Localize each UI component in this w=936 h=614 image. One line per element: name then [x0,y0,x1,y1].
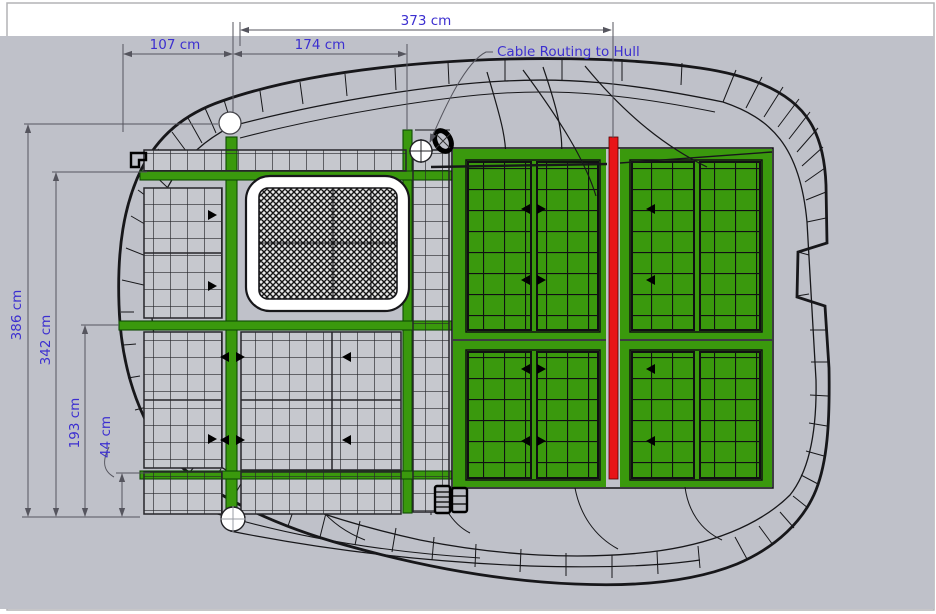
winch-fitting [433,484,469,515]
dim-label-386: 386 cm [9,290,25,341]
extension-lines-vertical-dims [22,123,218,518]
hull-outer-outline [117,57,831,587]
dim-label-44: 44 cm [98,416,114,458]
deck-marker-circle-top [218,111,242,135]
deck-gratings-grid [143,149,450,515]
dimensions: 373 cm 107 cm 174 cm 386 cm 342 cm 193 c… [9,13,614,518]
cable-channel-red [608,136,619,480]
dim-label-107: 107 cm [150,37,201,53]
deck-marker-circle-bottom [220,506,246,532]
hull-overlay-curves [430,65,827,223]
beam-horizontal-mid [118,320,453,331]
hatch-window [244,174,411,313]
extension-lines-horizontal-dims [122,22,614,138]
bow-bracket-fitting [129,151,148,169]
leader-44 [104,446,115,478]
solar-panel-field [451,147,774,489]
deck-marker-crosshair [409,139,433,163]
cable-annotation: Cable Routing to Hull [429,44,640,143]
panel-clips [208,204,655,446]
dim-label-342: 342 cm [38,315,54,366]
dim-label-373: 373 cm [401,13,452,29]
cable-leader-line [429,51,493,143]
dim-label-193: 193 cm [67,398,83,449]
cable-gland-ring [432,128,454,154]
dim-label-174: 174 cm [295,37,346,53]
cable-note-label: Cable Routing to Hull [497,44,640,60]
fittings [129,111,655,532]
